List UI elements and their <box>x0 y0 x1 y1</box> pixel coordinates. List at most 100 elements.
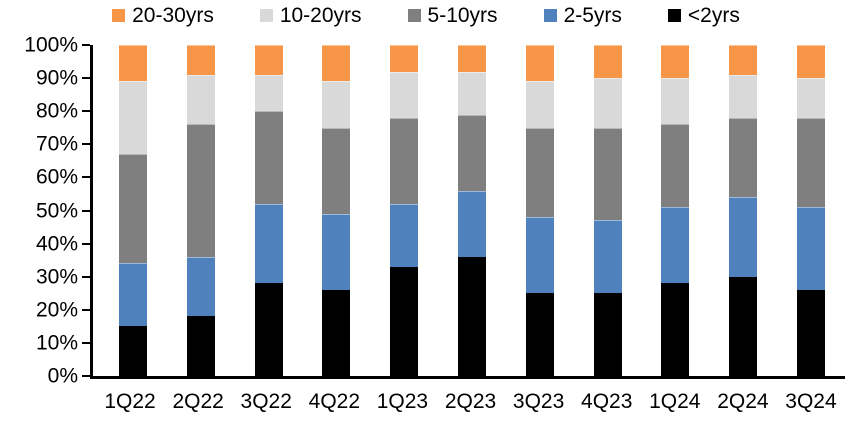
plot-area: 0% 10% 20% 30% 40% 50% 60% 70% 80% 90% 100% <box>24 35 845 387</box>
legend-item-10-20yrs: 10-20yrs <box>259 4 362 27</box>
chart-legend: 20-30yrs 10-20yrs 5-10yrs 2-5yrs <2yrs <box>0 5 852 26</box>
bar-stack <box>457 45 486 376</box>
bar-segment-10-20yrs <box>118 81 147 155</box>
x-axis-label-2q24: 2Q24 <box>717 390 769 413</box>
y-tick-mark <box>82 110 90 113</box>
bar-segment-20-30yrs <box>525 45 554 82</box>
bar-segment-2-5yrs <box>457 190 486 257</box>
legend-item-2-5yrs: 2-5yrs <box>543 4 622 27</box>
y-tick-label: 50% <box>35 199 78 222</box>
legend-swatch-icon <box>112 9 126 22</box>
bar-2q24 <box>709 45 777 376</box>
bar-stack <box>390 45 419 376</box>
bar-segment-5-10yrs <box>797 117 826 208</box>
y-tick-mark <box>82 275 90 278</box>
y-tick-label: 70% <box>35 132 78 156</box>
bar-segment-2-5yrs <box>322 213 351 290</box>
x-axis-label-4q22: 4Q22 <box>308 390 361 413</box>
y-tick-mark <box>82 341 90 344</box>
bar-segment-10-20yrs <box>797 78 826 118</box>
legend-label: 2-5yrs <box>563 4 622 27</box>
bar-segment-2-5yrs <box>729 197 758 277</box>
bar-segment-5-10yrs <box>390 117 419 204</box>
bar-segment-10-20yrs <box>254 74 283 112</box>
y-tick-label: 60% <box>35 165 78 189</box>
bar-stack <box>254 45 283 376</box>
bar-segment-20-30yrs <box>390 45 419 72</box>
legend-swatch-icon <box>407 9 421 22</box>
bar-stack <box>118 45 147 376</box>
bar-segment-5-10yrs <box>661 124 690 208</box>
bar-2q22 <box>167 45 235 376</box>
y-tick-mark <box>82 77 90 80</box>
bar-2q23 <box>438 45 506 376</box>
y-tick-label: 100% <box>24 33 78 57</box>
x-axis-label-3q24: 3Q24 <box>785 390 837 413</box>
legend-swatch-icon <box>667 9 681 22</box>
bar-segment-lt-2yrs <box>322 289 351 376</box>
bar-3q23 <box>506 45 574 376</box>
bar-segment-10-20yrs <box>390 71 419 118</box>
x-axis-label-3q22: 3Q22 <box>240 390 292 413</box>
y-tick-mark <box>82 44 90 46</box>
bar-segment-lt-2yrs <box>186 316 215 376</box>
bar-segment-2-5yrs <box>797 207 826 290</box>
legend-swatch-icon <box>259 9 273 22</box>
bar-segment-5-10yrs <box>322 127 351 214</box>
y-tick-mark <box>82 375 90 377</box>
x-axis-label-1q22: 1Q22 <box>104 390 156 413</box>
bar-segment-10-20yrs <box>322 81 351 128</box>
x-axis-label-1q24: 1Q24 <box>649 390 701 413</box>
x-axis-labels: 1Q22 2Q22 3Q22 4Q22 1Q23 2Q23 3Q23 4Q23 1Q24 2Q24… <box>96 391 845 412</box>
bar-segment-lt-2yrs <box>457 256 486 376</box>
bar-segment-20-30yrs <box>457 45 486 72</box>
y-tick-mark <box>82 209 90 212</box>
legend-swatch-icon <box>543 9 557 22</box>
bar-segment-20-30yrs <box>661 45 690 79</box>
bar-segment-20-30yrs <box>797 45 826 79</box>
bar-segment-20-30yrs <box>186 45 215 75</box>
bar-segment-2-5yrs <box>525 217 554 294</box>
y-tick-mark <box>82 308 90 311</box>
bar-stack <box>661 45 690 376</box>
legend-label: 5-10yrs <box>427 4 498 27</box>
bar-1q24 <box>642 45 710 376</box>
y-tick-label: 10% <box>35 331 78 355</box>
legend-item-lt-2yrs: <2yrs <box>667 4 740 27</box>
bar-segment-5-10yrs <box>525 127 554 218</box>
bar-4q23 <box>574 45 642 376</box>
bar-segment-2-5yrs <box>118 263 147 327</box>
y-tick-mark <box>82 242 90 245</box>
legend-label: <2yrs <box>687 4 740 27</box>
bar-segment-lt-2yrs <box>254 283 283 376</box>
y-tick-mark <box>82 143 90 146</box>
bar-segment-10-20yrs <box>661 78 690 125</box>
bar-segment-20-30yrs <box>729 45 758 75</box>
bar-segment-2-5yrs <box>186 256 215 317</box>
bar-segment-5-10yrs <box>118 154 147 264</box>
y-tick-label: 0% <box>47 364 78 388</box>
y-tick-label: 20% <box>35 298 78 322</box>
bar-segment-10-20yrs <box>525 81 554 128</box>
bar-segment-20-30yrs <box>254 45 283 75</box>
legend-item-5-10yrs: 5-10yrs <box>407 4 498 27</box>
bar-segment-10-20yrs <box>729 74 758 118</box>
legend-item-20-30yrs: 20-30yrs <box>112 5 214 26</box>
y-tick-label: 40% <box>35 232 78 256</box>
bar-segment-lt-2yrs <box>118 326 147 376</box>
bar-segment-lt-2yrs <box>661 283 690 376</box>
bar-segment-lt-2yrs <box>593 293 622 376</box>
bar-segment-10-20yrs <box>593 78 622 128</box>
bar-segment-2-5yrs <box>390 203 419 267</box>
y-tick-label: 80% <box>35 99 78 123</box>
bar-segment-20-30yrs <box>593 45 622 79</box>
bars-container <box>99 45 845 376</box>
bar-stack <box>729 45 758 376</box>
y-tick-mark <box>82 176 90 179</box>
x-axis-label-2q23: 2Q23 <box>444 390 497 413</box>
bar-segment-lt-2yrs <box>729 276 758 376</box>
legend-label: 10-20yrs <box>279 4 362 27</box>
legend-label: 20-30yrs <box>132 4 214 27</box>
bar-stack <box>322 45 351 376</box>
